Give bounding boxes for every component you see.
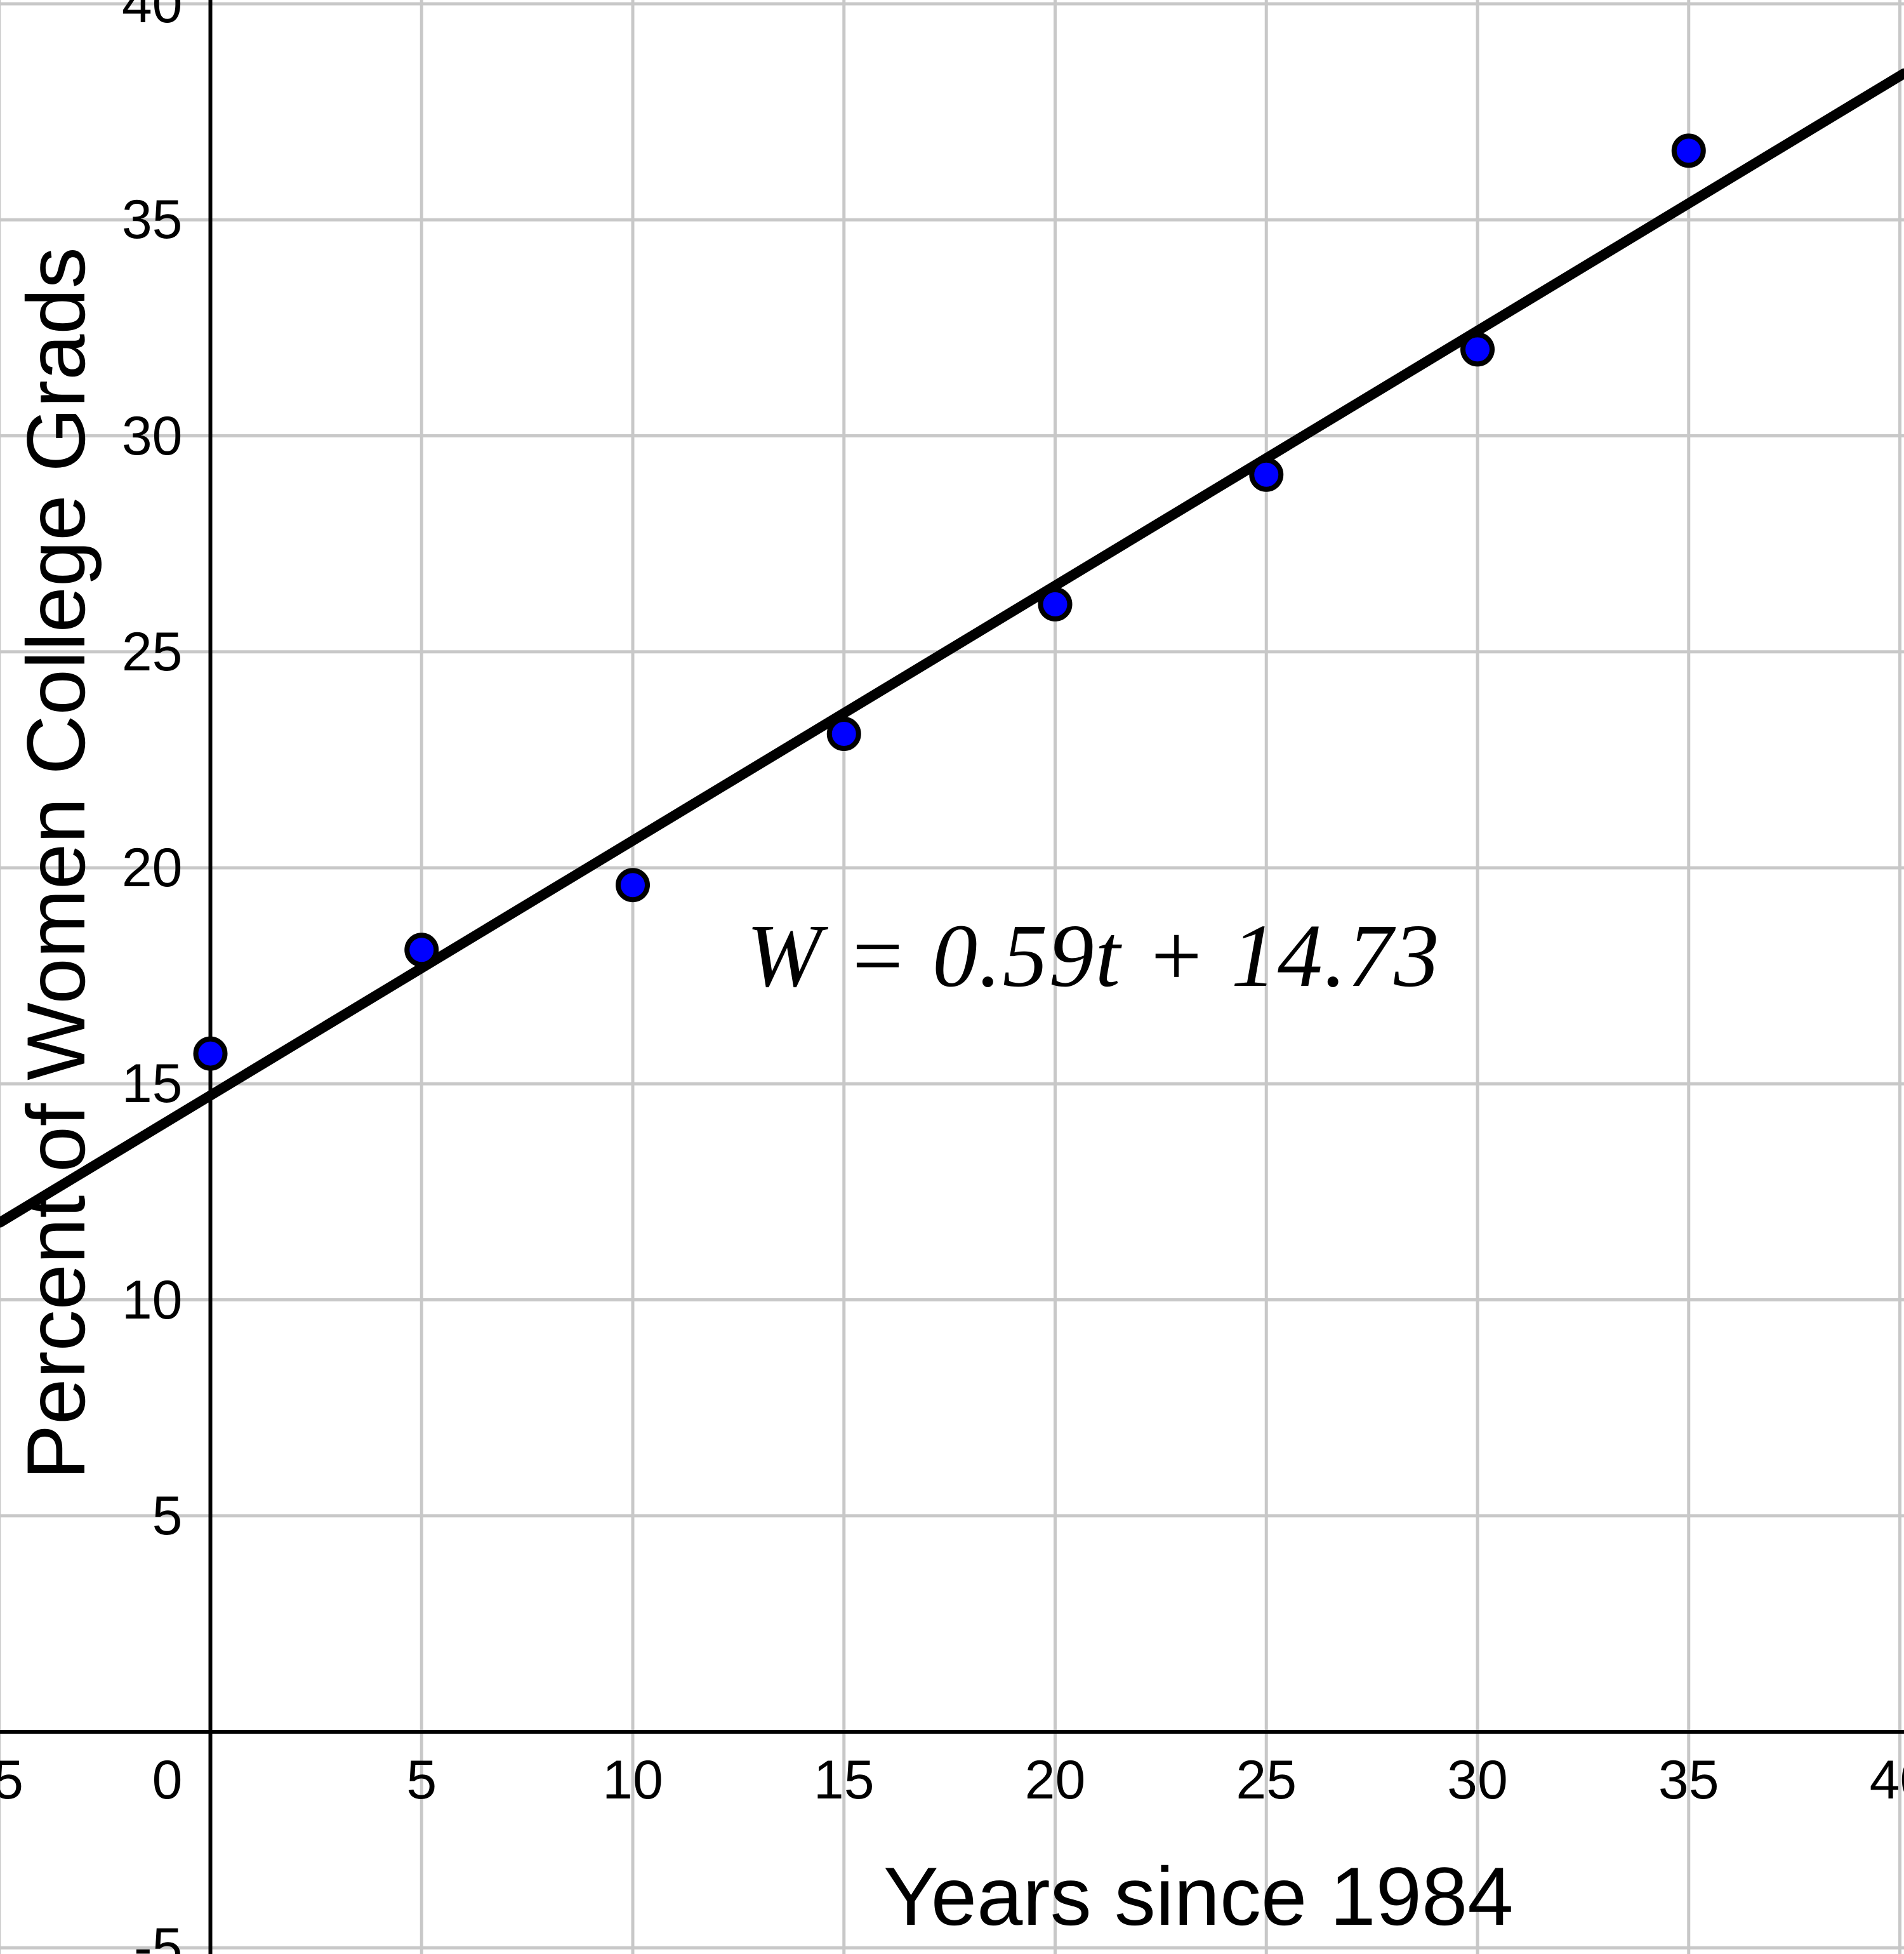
trend-line[interactable] — [0, 68, 1904, 1228]
x-tick-label: 20 — [1024, 1750, 1086, 1811]
data-point[interactable] — [193, 1036, 228, 1071]
y-tick-label: 30 — [121, 405, 183, 467]
y-tick-label: 35 — [121, 189, 183, 251]
x-tick-label: -5 — [0, 1750, 23, 1811]
x-tick-label: 0 — [152, 1750, 183, 1811]
y-axis-title: Percent of Women College Grads — [10, 247, 102, 1480]
y-tick-label: 5 — [152, 1485, 183, 1546]
x-tick-label: 15 — [813, 1750, 875, 1811]
y-tick-label: -5 — [134, 1917, 183, 1954]
data-point[interactable] — [616, 868, 650, 903]
x-tick-label: 35 — [1658, 1750, 1719, 1811]
x-tick-label: 25 — [1236, 1750, 1297, 1811]
data-point[interactable] — [404, 933, 439, 967]
data-point[interactable] — [1038, 587, 1073, 621]
data-point[interactable] — [1249, 457, 1284, 492]
x-axis-title: Years since 1984 — [883, 1850, 1514, 1943]
y-tick-label: 40 — [121, 0, 183, 34]
data-point[interactable] — [1460, 332, 1495, 367]
x-tick-label: 5 — [406, 1750, 437, 1811]
trend-line-equation-label: W = 0.59t + 14.73 — [746, 905, 1441, 1006]
x-tick-label: 10 — [602, 1750, 663, 1811]
y-tick-label: 15 — [121, 1053, 183, 1115]
x-tick-label: 40 — [1869, 1750, 1904, 1811]
y-tick-label: 25 — [121, 621, 183, 682]
data-point[interactable] — [826, 717, 861, 752]
y-tick-label: 10 — [121, 1269, 183, 1331]
data-point[interactable] — [1671, 133, 1706, 168]
x-tick-label: 30 — [1447, 1750, 1508, 1811]
y-tick-label: 20 — [121, 837, 183, 898]
